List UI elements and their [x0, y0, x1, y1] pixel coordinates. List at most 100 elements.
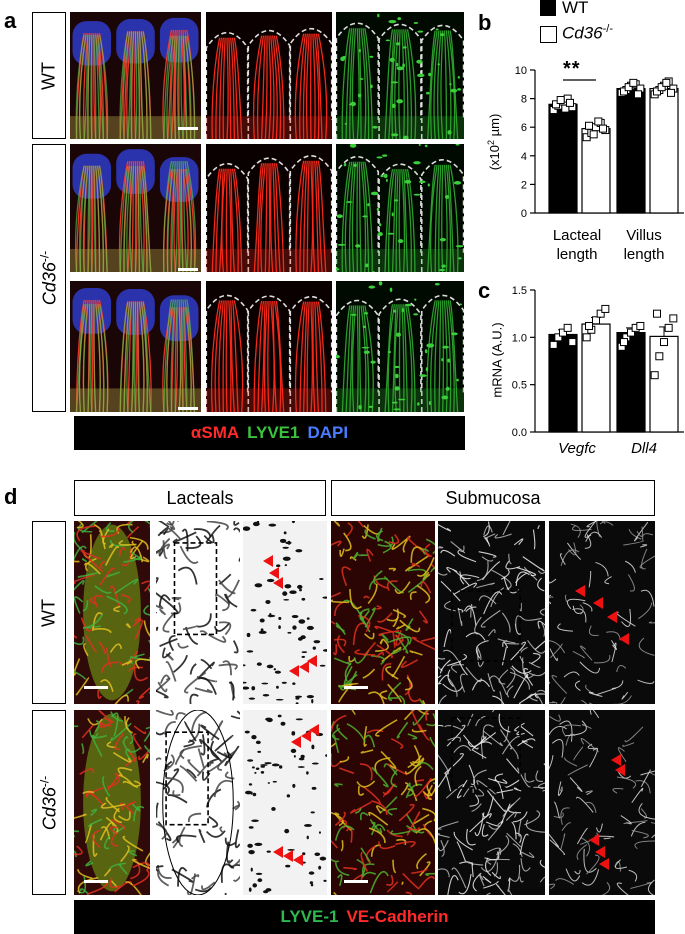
stain-asma: αSMA — [190, 423, 240, 442]
chart-b-y-tick-label: 2 — [521, 179, 527, 191]
scale-bar-a-3 — [178, 407, 198, 410]
chart-c-data-point — [559, 328, 567, 337]
legend-swatch-wt — [540, 0, 556, 16]
chart-c-xlabel-dll4: Dll4 — [631, 440, 657, 457]
legend-label-ko: Cd36-/- — [562, 23, 614, 43]
chart-b-y-tick-label: 10 — [515, 65, 527, 77]
micrograph-a-r2-c1 — [70, 144, 201, 272]
micrograph-a-r3-c3 — [336, 281, 464, 412]
significance-stars: ** — [563, 58, 581, 80]
row-label-d-wt-text: WT — [38, 598, 59, 627]
scale-bar-d-1 — [84, 686, 108, 689]
scale-bar-a-1 — [178, 127, 198, 130]
chart-c-data-point — [563, 323, 572, 332]
chart-b-bar-3 — [616, 87, 646, 214]
micrograph-d-r1-c6 — [549, 521, 655, 704]
row-label-d-ko: Cd36-/- — [32, 710, 66, 895]
micrograph-d-r1-c1 — [74, 521, 150, 704]
chart-b-data-point — [556, 96, 565, 105]
chart-c-y-tick-label: 0.5 — [512, 380, 527, 392]
chart-b-data-point — [657, 83, 666, 92]
chart-c-data-point — [653, 309, 661, 318]
chart-b-y-tick-label: 6 — [521, 122, 527, 134]
chart-b-data-point — [585, 121, 593, 130]
chart-b-data-point — [594, 117, 603, 126]
micrograph-d-r2-c4 — [331, 710, 435, 895]
scale-bar-d-3 — [344, 686, 368, 689]
micrograph-d-r2-c1 — [74, 710, 150, 895]
panel-label-d: d — [4, 484, 18, 509]
row-label-d-ko-text: Cd36-/- — [37, 775, 60, 830]
chart-c-y-tick-label: 1.5 — [512, 285, 527, 297]
stain-ve-cadherin: VE-Cadherin — [346, 907, 449, 926]
chart-c-data-point — [582, 333, 591, 342]
micrograph-a-r1-c1 — [70, 12, 201, 139]
chart-c-data-point — [664, 323, 673, 332]
chart-b-data-point — [653, 87, 661, 96]
chart-c-mrna: 0.0 0.5 1.0 1.5 — [512, 285, 684, 439]
chart-c-ylabel: mRNA (A.U.) — [489, 322, 505, 398]
chart-c-data-point — [568, 338, 577, 347]
column-header-lacteals: Lacteals — [74, 480, 326, 516]
chart-b-ylabel: (x102 µm) — [485, 113, 503, 171]
chart-c-bar-2 — [581, 323, 611, 433]
chart-c-data-point — [549, 340, 558, 349]
chart-b-data-point — [667, 88, 675, 97]
scale-bar-a-2 — [178, 268, 198, 271]
micrograph-d-r1-c3 — [243, 521, 327, 704]
scale-bar-d-2 — [84, 880, 108, 883]
micrograph-a-r3-c2 — [206, 281, 332, 412]
chart-b-data-point — [566, 98, 574, 107]
panel-d-stain-legend: LYVE-1 VE-Cadherin — [74, 900, 655, 934]
chart-c-data-point — [650, 371, 659, 380]
chart-b-bar-2 — [581, 128, 611, 214]
micrograph-d-r1-c4 — [331, 521, 435, 704]
micrograph-d-r2-c2 — [156, 710, 240, 895]
chart-b-data-point — [561, 104, 570, 113]
chart-b-lacteal-villus-length: 0 2 4 6 8 10 — [515, 65, 684, 220]
panel-label-c: c — [478, 278, 491, 303]
panel-label-b: b — [478, 10, 492, 35]
chart-c-data-point — [596, 309, 605, 318]
micrograph-a-r1-c3 — [336, 12, 464, 139]
panel-a-stain-legend: αSMA LYVE1 DAPI — [74, 416, 465, 450]
chart-b-data-point — [620, 87, 628, 96]
chart-c-data-point — [627, 328, 635, 337]
chart-b-data-point — [662, 78, 671, 87]
chart-c-data-point — [585, 321, 593, 330]
chart-c-data-point — [660, 338, 668, 347]
chart-c-y-tick-label: 0.0 — [512, 427, 527, 439]
micrograph-a-r2-c3 — [336, 144, 464, 272]
chart-b-xlabel-villus: Villus length — [623, 227, 665, 263]
row-label-d-wt: WT — [32, 521, 66, 704]
chart-c-data-point — [655, 352, 664, 361]
chart-c-data-point — [669, 314, 678, 323]
chart-c-data-point — [636, 321, 645, 330]
micrograph-a-r3-c1 — [70, 281, 201, 412]
chart-b-data-point — [589, 130, 598, 139]
stain-lyve1: LYVE1 — [247, 423, 300, 442]
micrograph-d-r2-c5 — [438, 710, 545, 895]
scale-bar-d-4 — [344, 880, 368, 883]
chart-c-data-point — [601, 304, 610, 313]
row-label-ko: Cd36-/- — [32, 144, 66, 412]
row-label-wt-text: WT — [38, 61, 59, 90]
chart-c-data-point — [620, 338, 628, 347]
micrograph-a-r2-c2 — [206, 144, 332, 272]
chart-b-xlabel-lacteal: Lacteal length — [552, 227, 602, 263]
chart-c-data-point — [554, 333, 563, 342]
chart-b-y-tick-label: 4 — [521, 151, 527, 163]
chart-c-bar-4 — [649, 335, 679, 433]
micrograph-d-r1-c2 — [156, 521, 240, 704]
legend-label-wt: WT — [562, 0, 589, 17]
column-header-submucosa: Submucosa — [331, 480, 655, 516]
chart-b-data-point — [629, 78, 638, 87]
chart-b-data-point — [552, 100, 560, 109]
row-label-ko-text: Cd36-/- — [37, 250, 60, 306]
chart-b-data-point — [599, 124, 607, 133]
micrograph-d-r1-c5 — [438, 521, 545, 704]
chart-c-y-tick-label: 1.0 — [512, 332, 527, 344]
chart-c-data-point — [592, 316, 600, 325]
panel-label-a: a — [4, 8, 17, 33]
chart-b-y-tick-label: 8 — [521, 94, 527, 106]
